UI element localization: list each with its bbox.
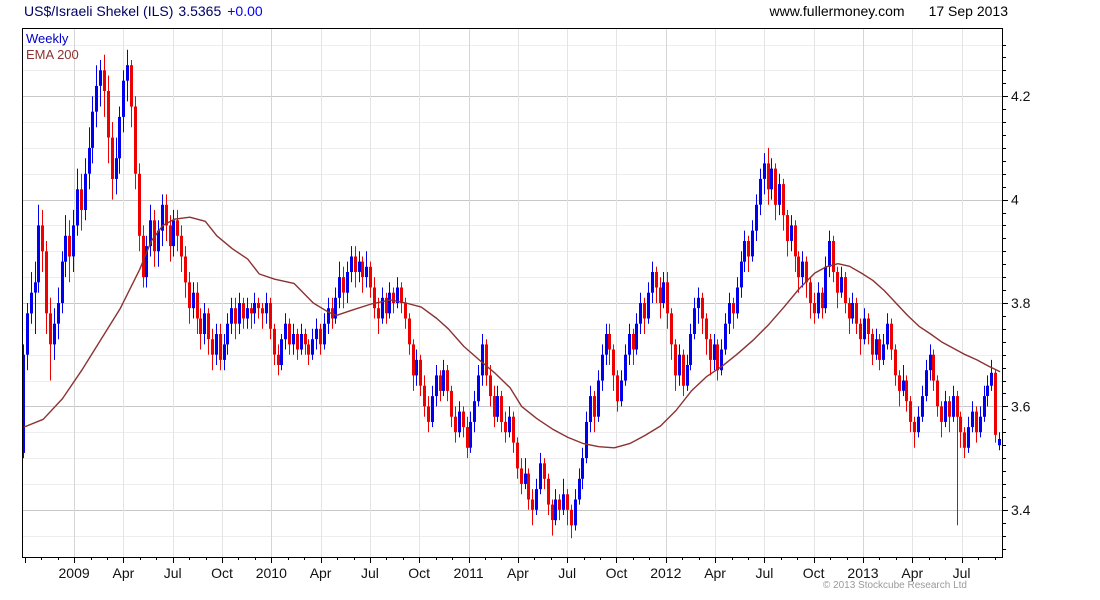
x-axis-label: Jul: [558, 565, 576, 581]
x-axis-label: Jul: [164, 565, 182, 581]
y-axis-label: 3.8: [1011, 295, 1031, 311]
last-price: 3.5365: [178, 3, 222, 19]
y-axis-label: 4.2: [1011, 88, 1031, 104]
instrument-name: US$/Israeli Shekel (ILS): [24, 3, 174, 19]
x-axis-label: Oct: [606, 565, 628, 581]
chart-header-title: US$/Israeli Shekel (ILS) 3.5365 +0.00: [24, 3, 263, 19]
x-axis-label: Oct: [803, 565, 825, 581]
y-axis-label: 3.4: [1011, 502, 1031, 518]
x-axis-label: 2011: [454, 565, 484, 581]
x-axis-label: 2013: [847, 565, 878, 581]
x-axis-label: Oct: [408, 565, 430, 581]
x-axis-label: Apr: [507, 565, 529, 581]
x-axis-label: Oct: [211, 565, 233, 581]
x-axis-label: Jul: [953, 565, 971, 581]
website-text: www.fullermoney.com: [769, 3, 905, 19]
y-axis-label: 4: [1011, 192, 1019, 208]
copyright-notice: © 2013 Stockcube Research Ltd: [822, 580, 967, 591]
x-axis-label: Apr: [704, 565, 726, 581]
x-axis-label: Apr: [113, 565, 135, 581]
chart-header-meta: www.fullermoney.com 17 Sep 2013: [769, 3, 1008, 19]
legend-timeframe: Weekly: [26, 31, 69, 46]
legend-ema-label: EMA 200: [26, 47, 79, 62]
x-axis-label: Apr: [901, 565, 923, 581]
y-axis-label: 3.6: [1011, 398, 1031, 414]
x-axis-label: 2010: [256, 565, 287, 581]
x-axis-label: 2012: [650, 565, 681, 581]
x-axis-label: Jul: [755, 565, 773, 581]
date-label: 17 Sep 2013: [928, 3, 1008, 19]
x-axis-label: 2009: [59, 565, 90, 581]
x-axis-label: Apr: [310, 565, 332, 581]
chart-legend: Weekly EMA 200: [26, 31, 79, 63]
price-change: +0.00: [227, 3, 263, 19]
x-axis-label: Jul: [361, 565, 379, 581]
